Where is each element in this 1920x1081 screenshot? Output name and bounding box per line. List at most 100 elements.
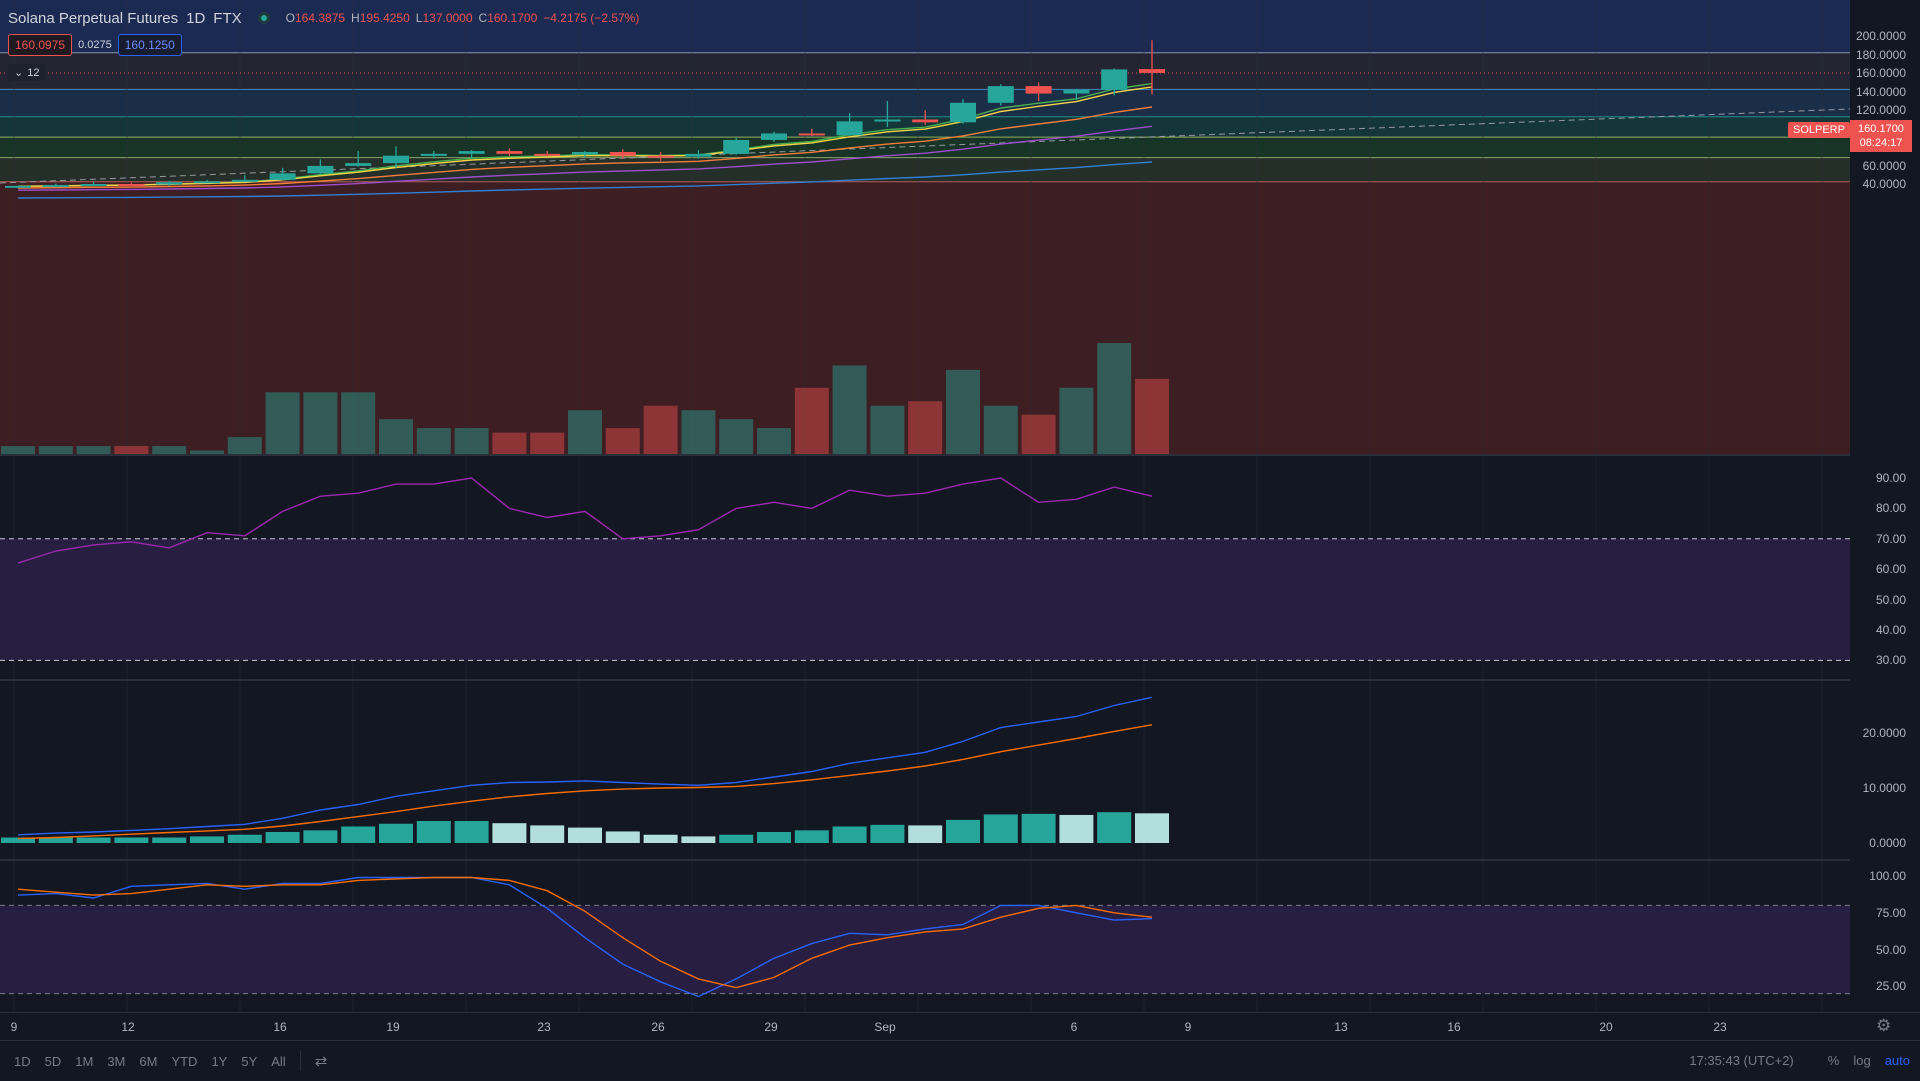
macd-histogram-bar <box>870 824 905 843</box>
timeframe-button[interactable]: 1Y <box>211 1053 228 1069</box>
stoch-k-line <box>17 876 1153 998</box>
candle-body <box>1063 89 1090 94</box>
trend-line <box>0 108 1851 184</box>
candle-body <box>80 184 107 187</box>
macd-histogram-bar <box>454 821 489 843</box>
clock[interactable]: 17:35:43 (UTC+2) <box>1689 1053 1794 1068</box>
rsi-line-placeholder <box>17 477 1153 564</box>
sell-button[interactable]: 160.0975 <box>8 34 73 56</box>
macd-histogram-bar <box>303 830 338 843</box>
timeframe-button[interactable]: YTD <box>171 1053 198 1069</box>
price-tick-label: 40.0000 <box>1862 177 1906 192</box>
candle-body <box>836 121 863 136</box>
macd-histogram-bar <box>379 823 413 843</box>
timeframe-button[interactable]: 3M <box>107 1053 126 1069</box>
timeframe-button[interactable]: 5Y <box>241 1053 258 1069</box>
volume-bar <box>1059 387 1094 455</box>
candle-body <box>307 165 334 174</box>
candle-body <box>572 152 598 155</box>
candle-body <box>987 86 1014 103</box>
volume-bar <box>152 446 187 455</box>
log-toggle[interactable]: log <box>1853 1053 1871 1068</box>
volume-bar <box>492 432 527 455</box>
trade-buttons: 160.0975 0.0275 160.1250 <box>8 34 182 56</box>
time-tick-label: 19 <box>386 1020 400 1034</box>
candle-body <box>874 119 901 122</box>
stoch-tick-label: 75.00 <box>1875 905 1906 920</box>
auto-toggle[interactable]: auto <box>1884 1053 1910 1068</box>
chart-legend: Solana Perpetual Futures 1D FTX O164.387… <box>8 8 639 28</box>
buy-button[interactable]: 160.1250 <box>117 34 182 56</box>
settings-gear-icon[interactable]: ⚙ <box>1876 1016 1892 1035</box>
low-value: 137.0000 <box>422 11 473 25</box>
macd-histogram-bar <box>416 821 451 843</box>
last-price: 160.1700 <box>1858 123 1904 135</box>
candle-body <box>798 133 825 136</box>
bar-countdown: 08:24:17 <box>1859 137 1903 149</box>
price-axis[interactable]: 200.0000 180.0000 160.0000 140.0000 120.0000… <box>1850 0 1920 1012</box>
volume-bar <box>454 428 489 455</box>
rsi-tick-label: 80.00 <box>1875 501 1906 516</box>
macd-histogram-bar <box>341 826 376 843</box>
open-value: 164.3875 <box>294 11 346 25</box>
time-axis[interactable]: 9 12 16 19 23 26 29 Sep 6 9 13 16 20 23 <box>0 1012 1920 1041</box>
volume-bar <box>757 428 791 455</box>
timeframe-button[interactable]: 5D <box>44 1053 62 1069</box>
volume-bar <box>1097 343 1132 455</box>
time-tick-label: 16 <box>273 1020 287 1034</box>
market-open-icon <box>257 12 270 24</box>
macd-histogram-bar <box>265 832 300 843</box>
rsi-tick-label: 40.00 <box>1875 623 1906 637</box>
macd-histogram-bar <box>605 831 640 843</box>
volume-bar <box>908 401 943 455</box>
time-tick-label: 9 <box>1184 1020 1192 1034</box>
macd-tick-label: 20.0000 <box>1862 726 1906 740</box>
macd-histogram-bar <box>983 814 1018 843</box>
macd-histogram-bar <box>794 830 829 843</box>
ohlc-values: O164.3875 H195.4250 L137.0000 C160.1700 … <box>286 11 640 25</box>
macd-histogram-bar <box>492 823 527 843</box>
stoch-tick-label: 100.00 <box>1869 869 1906 883</box>
indicators-collapse-button[interactable]: ⌄ 12 <box>8 64 46 81</box>
volume-bar <box>794 387 829 455</box>
macd-histogram-bar <box>908 825 943 843</box>
open-label: O <box>285 11 295 25</box>
price-tick-label: 200.0000 <box>1855 29 1906 43</box>
time-tick-label: Sep <box>874 1020 896 1034</box>
candle-body <box>609 152 636 156</box>
macd-histogram-bar <box>114 837 149 843</box>
rsi-band <box>0 538 1850 661</box>
time-tick-label: 13 <box>1334 1020 1348 1034</box>
macd-histogram-bar <box>227 834 262 843</box>
candle-body <box>269 173 296 180</box>
price-tick-label: 180.0000 <box>1855 47 1906 62</box>
interval-label[interactable]: 1D <box>186 9 206 27</box>
volume-bar <box>530 432 565 455</box>
percent-toggle[interactable]: % <box>1827 1053 1840 1068</box>
timeframe-button[interactable]: 6M <box>139 1053 158 1069</box>
timeframe-button[interactable]: 1D <box>14 1053 31 1069</box>
symbol-title[interactable]: Solana Perpetual Futures <box>8 9 179 27</box>
rsi-tick-label: 70.00 <box>1875 531 1906 546</box>
goto-date-icon[interactable]: ⇄ <box>314 1053 328 1070</box>
volume-bar <box>38 446 73 455</box>
macd-histogram-bar <box>1135 813 1169 843</box>
candle-body <box>458 151 485 154</box>
volume-bar <box>643 405 678 455</box>
candle-body <box>685 153 712 157</box>
exchange-label: FTX <box>213 9 242 27</box>
price-tick-label: 120.0000 <box>1855 103 1906 118</box>
volume-bar <box>341 392 376 455</box>
price-tick-label: 140.0000 <box>1855 84 1906 99</box>
macd-histogram-bar <box>38 837 73 843</box>
zone-band <box>0 181 1850 456</box>
time-tick-label: 23 <box>537 1020 551 1034</box>
volume-bar <box>946 369 980 455</box>
high-label: H <box>351 11 360 25</box>
timeframe-button[interactable]: 1M <box>75 1053 94 1069</box>
close-value: 160.1700 <box>487 11 538 25</box>
volume-bar <box>983 405 1018 455</box>
candle-body <box>647 155 674 158</box>
timeframe-button[interactable]: All <box>271 1053 286 1069</box>
